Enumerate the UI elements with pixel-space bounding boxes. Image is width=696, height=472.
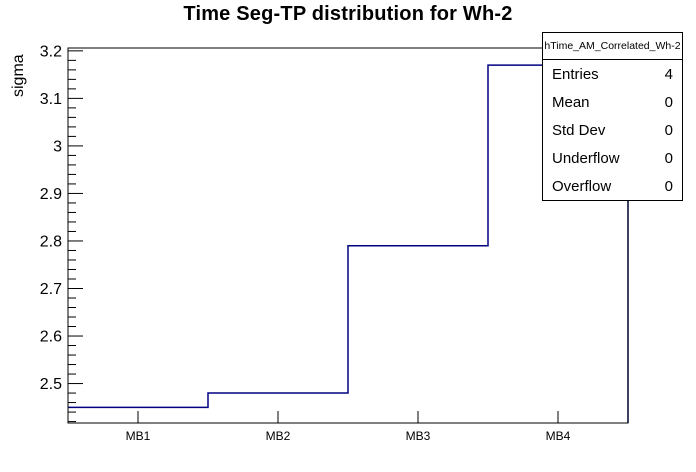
stat-value: 4 <box>664 65 673 83</box>
y-tick-label: 2.8 <box>40 233 62 250</box>
x-tick-label: MB3 <box>406 429 431 443</box>
y-tick-label: 2.5 <box>40 376 62 393</box>
stats-row: Mean 0 <box>543 88 682 116</box>
y-tick-label: 3 <box>53 138 62 155</box>
stat-label: Mean <box>552 93 590 111</box>
stat-label: Overflow <box>552 177 612 195</box>
stats-rows: Entries 4 Mean 0 Std Dev 0 Underflow 0 O… <box>543 60 682 200</box>
y-tick-label: 3.2 <box>40 43 62 60</box>
x-tick-label: MB1 <box>126 429 151 443</box>
stats-box-title: hTime_AM_Correlated_Wh-2 <box>543 33 682 60</box>
stats-row: Std Dev 0 <box>543 116 682 144</box>
x-tick-label: MB4 <box>546 429 571 443</box>
stat-value: 0 <box>664 149 673 167</box>
y-tick-label: 2.7 <box>40 281 62 298</box>
x-tick-label: MB2 <box>266 429 291 443</box>
stat-value: 0 <box>664 121 673 139</box>
y-tick-label: 3.1 <box>40 91 62 108</box>
stat-label: Std Dev <box>552 121 606 139</box>
chart-title: Time Seg-TP distribution for Wh-2 <box>183 3 513 25</box>
stats-box: hTime_AM_Correlated_Wh-2 Entries 4 Mean … <box>542 32 683 201</box>
stats-row: Underflow 0 <box>543 144 682 172</box>
stat-label: Underflow <box>552 149 620 167</box>
plot-frame <box>67 47 629 424</box>
stats-row: Overflow 0 <box>543 172 682 200</box>
stat-label: Entries <box>552 65 599 83</box>
y-tick-label: 2.6 <box>40 329 62 346</box>
stat-value: 0 <box>664 93 673 111</box>
stats-row: Entries 4 <box>543 60 682 88</box>
stat-value: 0 <box>664 177 673 195</box>
y-axis-title: sigma <box>10 54 27 97</box>
y-tick-label: 2.9 <box>40 186 62 203</box>
